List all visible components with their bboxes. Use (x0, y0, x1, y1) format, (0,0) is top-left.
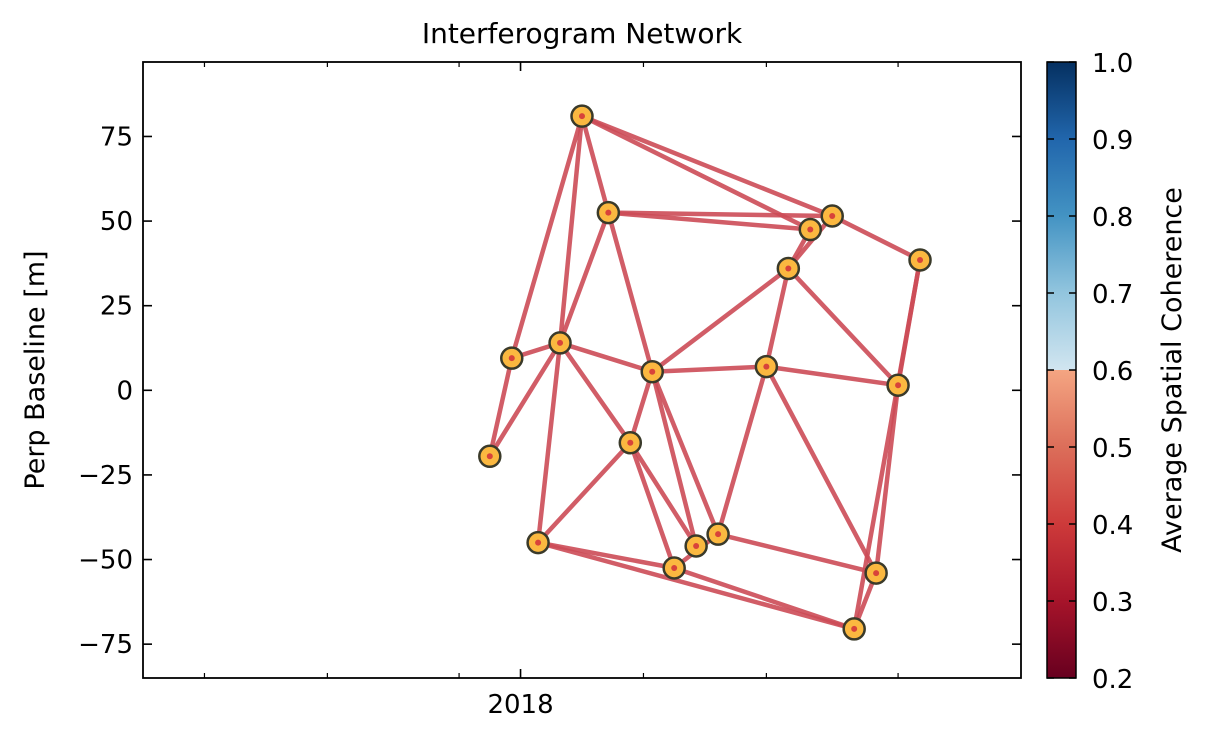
pair-line-0-3 (487, 340, 563, 459)
acquisition-point-center-17 (895, 382, 902, 389)
chart-title: Interferogram Network (422, 17, 743, 50)
acquisition-point-center-14 (829, 213, 836, 219)
y-axis-label: Perp Baseline [m] (20, 250, 51, 489)
pair-line-4-14 (579, 113, 835, 219)
pair-line-5-7 (606, 210, 655, 374)
plot-area (143, 62, 1021, 678)
colorbar-tick-label: 0.3 (1092, 588, 1133, 618)
acquisition-point-center-0 (486, 453, 493, 460)
colorbar-tick-label: 1.0 (1092, 49, 1133, 79)
pair-line-3-6 (557, 340, 633, 446)
pair-line-10-16 (715, 531, 879, 576)
pair-line-0-1 (487, 355, 515, 459)
pair-line-1-4 (509, 113, 585, 361)
x-tick-label: 2018 (487, 690, 553, 720)
pair-line-11-16 (764, 364, 879, 576)
pair-line-12-17 (786, 266, 901, 388)
pair-line-3-7 (557, 340, 655, 374)
acquisition-point-center-1 (508, 355, 515, 362)
pair-line-15-18 (851, 257, 923, 632)
acquisition-point-center-6 (627, 439, 634, 446)
acquisition-points (478, 104, 932, 641)
pair-line-10-11 (715, 364, 769, 537)
pair-line-7-12 (649, 266, 791, 374)
colorbar-tick-label: 0.8 (1092, 203, 1133, 233)
y-tick-label: 75 (100, 122, 133, 152)
acquisition-point-center-12 (785, 265, 792, 272)
pair-line-16-17 (873, 382, 901, 576)
acquisition-point-center-11 (763, 363, 770, 370)
acquisition-point-center-10 (715, 531, 722, 538)
colorbar-tick-label: 0.2 (1092, 665, 1133, 695)
acquisition-point-center-5 (605, 209, 612, 216)
pair-line-2-3 (535, 340, 563, 545)
acquisition-point-center-15 (851, 625, 858, 632)
acquisition-point-center-3 (557, 339, 564, 346)
colorbar-tick-label: 0.4 (1092, 511, 1133, 541)
pair-line-3-4 (557, 113, 585, 346)
pair-line-6-8 (628, 440, 677, 571)
pair-line-8-15 (671, 565, 857, 632)
acquisition-point-center-8 (671, 565, 678, 571)
pair-line-5-13 (606, 210, 813, 232)
y-tick-label: 0 (116, 376, 133, 406)
y-tick-label: −75 (78, 630, 133, 660)
y-tick-label: −25 (78, 461, 133, 491)
pair-line-7-9 (649, 369, 699, 549)
y-axis: −75 −50 −25 0 25 50 75 (78, 122, 1021, 660)
acquisition-point-center-16 (873, 570, 880, 577)
acquisition-point-center-9 (693, 543, 700, 549)
pair-line-11-17 (764, 364, 901, 388)
colorbar-label: Average Spatial Coherence (1157, 187, 1188, 553)
acquisition-point-center-13 (807, 226, 814, 233)
acquisition-point-center-4 (579, 113, 585, 120)
pair-line-6-7 (628, 369, 655, 446)
colorbar-tick-label: 0.5 (1092, 434, 1133, 464)
y-tick-label: 50 (100, 207, 133, 237)
acquisition-point-center-2 (535, 539, 542, 546)
y-tick-label: 25 (100, 292, 133, 322)
pair-line-4-13 (579, 113, 813, 232)
pair-line-6-9 (628, 440, 699, 549)
colorbar-tick-label: 0.9 (1092, 126, 1133, 156)
colorbar-ticks: 0.2 0.3 0.4 0.5 0.6 0.7 0.8 0.9 1.0 (1047, 49, 1133, 695)
colorbar-tick-label: 0.7 (1092, 280, 1133, 310)
pair-line-14-18 (829, 213, 923, 263)
plot-frame (142, 61, 1022, 679)
acquisition-point-center-18 (917, 257, 924, 263)
acquisition-point-center-7 (649, 368, 656, 375)
x-axis: 2018 (203, 62, 899, 720)
pair-line-4-5 (579, 113, 611, 215)
pair-line-3-5 (557, 210, 611, 346)
pair-line-7-11 (649, 364, 769, 374)
colorbar-tick-label: 0.6 (1092, 357, 1133, 387)
y-tick-label: −50 (78, 546, 133, 576)
pair-line-2-15 (535, 540, 857, 632)
pair-line-7-10 (649, 369, 721, 537)
pair-line-11-12 (764, 266, 791, 369)
pair-line-2-6 (535, 440, 633, 545)
pair-line-5-14 (606, 210, 835, 219)
